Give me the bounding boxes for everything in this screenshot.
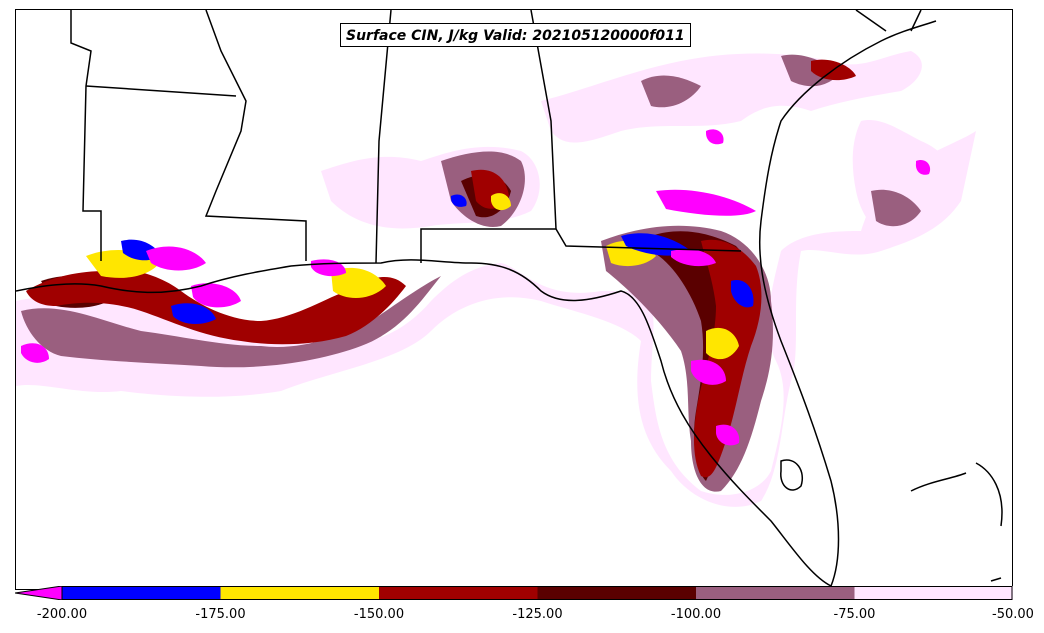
colorbar-segment [220,586,379,600]
cin-shading-blue [121,194,754,325]
map-title: Surface CIN, J/kg Valid: 202105120000f01… [340,23,691,47]
colorbar-segment [379,586,538,600]
colorbar-tick-label: -200.00 [36,607,88,622]
colorbar-tick-label: -50.00 [992,607,1034,622]
colorbar-segment [537,586,696,600]
cin-shading-magenta [21,129,931,446]
boundaries [16,10,1003,588]
cin-map [16,10,1003,588]
map-panel: Surface CIN, J/kg Valid: 202105120000f01… [15,9,1013,590]
colorbar-segment [62,586,221,600]
colorbar-tick-label: -125.00 [512,607,563,622]
colorbar-extension [15,586,63,600]
colorbar-segment [854,586,1013,600]
colorbar-tick-label: -75.00 [833,607,876,622]
colorbar-tick-label: -150.00 [353,607,405,622]
colorbar-tick-label: -100.00 [670,607,722,622]
colorbar-outline [61,586,1013,600]
colorbar [15,586,1013,600]
colorbar-tick-label: -175.00 [195,607,246,622]
colorbar-segment [696,586,855,600]
